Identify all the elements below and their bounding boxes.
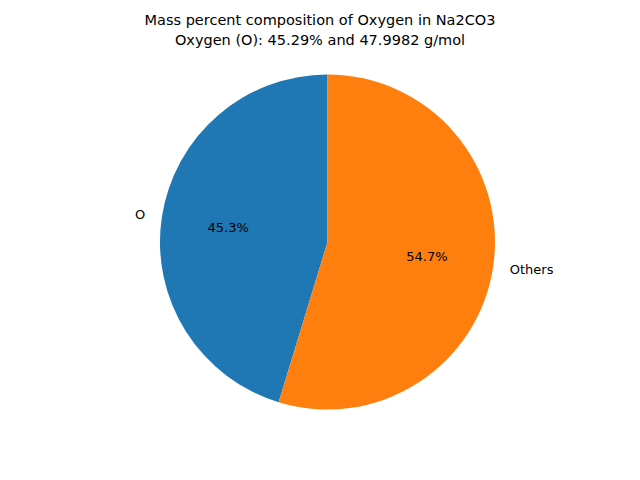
data-label: 54.7% <box>406 249 447 264</box>
data-label: 45.3% <box>207 220 248 235</box>
labels: O 45.3% Others 54.7% <box>135 207 554 276</box>
slice <box>279 75 495 410</box>
chart: Mass percent composition of Oxygen in Na… <box>0 0 640 480</box>
subtitle: Oxygen (O): 45.29% and 47.9982 g/mol <box>175 32 465 48</box>
category-label: O <box>135 207 145 222</box>
category-label: Others <box>510 262 554 277</box>
title: Mass percent composition of Oxygen in Na… <box>145 12 496 28</box>
slices <box>160 75 495 410</box>
